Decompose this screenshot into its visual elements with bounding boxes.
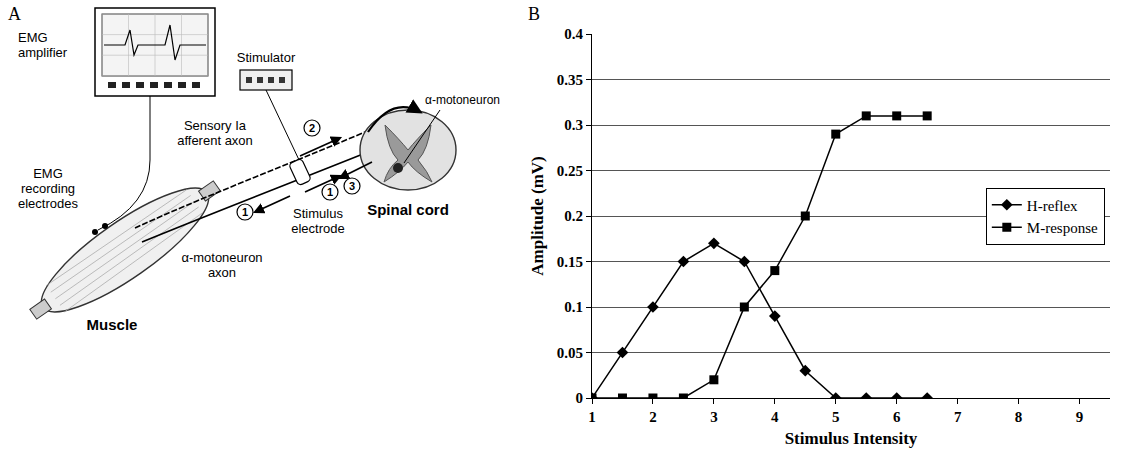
svg-text:EMGrecordingelectrodes: EMGrecordingelectrodes (18, 166, 78, 211)
svg-text:Stimulator: Stimulator (237, 50, 296, 65)
svg-text:M-response: M-response (1027, 220, 1098, 236)
svg-text:EMGamplifier: EMGamplifier (18, 30, 68, 60)
svg-text:1: 1 (588, 409, 596, 425)
svg-text:Muscle: Muscle (87, 316, 138, 333)
svg-text:9: 9 (1076, 409, 1084, 425)
svg-text:α-motoneuronaxon: α-motoneuronaxon (181, 250, 262, 280)
svg-text:0.25: 0.25 (557, 163, 583, 179)
svg-text:Stimulus Intensity: Stimulus Intensity (785, 429, 918, 448)
svg-text:Stimuluselectrode: Stimuluselectrode (291, 206, 344, 236)
svg-text:0.35: 0.35 (557, 72, 583, 88)
svg-text:3: 3 (710, 409, 718, 425)
svg-text:Sensory Iaafferent axon: Sensory Iaafferent axon (177, 118, 253, 148)
svg-text:1: 1 (242, 206, 248, 218)
svg-text:2: 2 (649, 409, 657, 425)
svg-text:7: 7 (954, 409, 962, 425)
svg-text:4: 4 (771, 409, 779, 425)
svg-text:Amplitude (mV): Amplitude (mV) (528, 156, 547, 275)
svg-text:0.1: 0.1 (564, 299, 583, 315)
html-text:A: A (8, 4, 21, 24)
svg-text:H-reflex: H-reflex (1027, 198, 1078, 214)
svg-text:8: 8 (1015, 409, 1023, 425)
svg-text:3: 3 (349, 180, 355, 192)
svg-text:0.4: 0.4 (564, 26, 583, 42)
svg-text:0.2: 0.2 (564, 208, 583, 224)
svg-text:α-motoneuron: α-motoneuron (425, 93, 500, 107)
svg-text:6: 6 (893, 409, 901, 425)
svg-text:0.05: 0.05 (557, 345, 583, 361)
svg-text:1: 1 (327, 186, 333, 198)
svg-text:2: 2 (309, 122, 315, 134)
svg-text:0: 0 (576, 390, 584, 406)
svg-text:0.15: 0.15 (557, 254, 583, 270)
svg-text:5: 5 (832, 409, 840, 425)
svg-text:Spinal cord: Spinal cord (367, 201, 449, 218)
svg-text:0.3: 0.3 (564, 117, 583, 133)
html-text:B: B (528, 4, 540, 24)
